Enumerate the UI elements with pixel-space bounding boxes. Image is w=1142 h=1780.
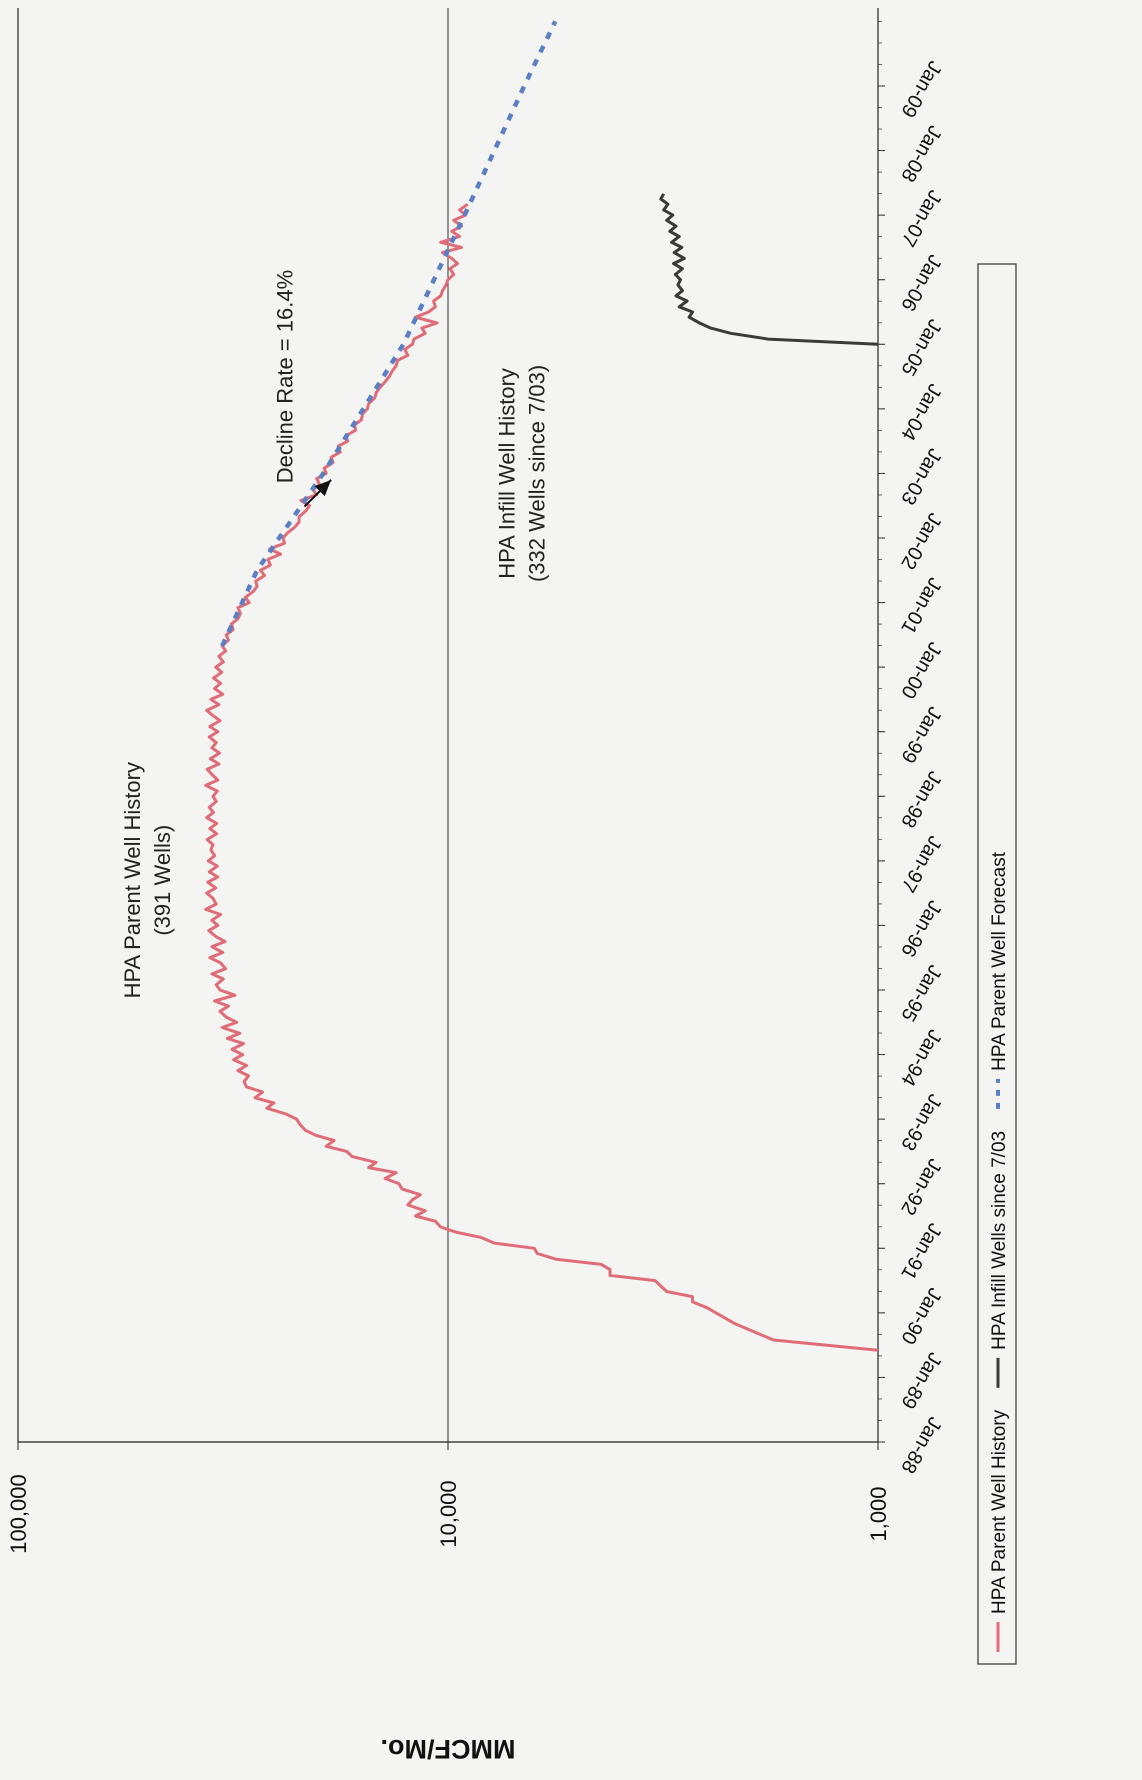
annotation-subtext: (332 Wells since 7/03) xyxy=(525,365,550,582)
legend-label: HPA Infill Wells since 7/03 xyxy=(989,1131,1010,1350)
annotation-text: Decline Rate = 16.4% xyxy=(272,270,297,483)
legend-entries: HPA Parent Well History HPA Infill Wells … xyxy=(989,851,1010,1652)
y-axis-title: MMCF/Mo. xyxy=(381,1734,516,1764)
value-tick-label: 10,000 xyxy=(436,1480,461,1547)
legend-entry-2: HPA Parent Well Forecast xyxy=(989,851,1010,1109)
legend-entry-0: HPA Parent Well History xyxy=(989,1409,1010,1652)
legend-box xyxy=(977,263,1017,1665)
annotation-2: Decline Rate = 16.4% xyxy=(272,270,297,483)
legend: HPA Parent Well History HPA Infill Wells … xyxy=(977,263,1017,1665)
annotation-1: HPA Infill Well History (332 Wells since … xyxy=(495,365,550,582)
legend-label: HPA Parent Well Forecast xyxy=(989,851,1010,1071)
value-tick-label: 100,000 xyxy=(6,1474,31,1554)
value-tick-label: 1,000 xyxy=(866,1486,891,1541)
annotation-subtext: (391 Wells) xyxy=(150,825,175,936)
annotation-0: HPA Parent Well History (391 Wells) xyxy=(120,762,175,998)
series-line-1 xyxy=(659,193,879,346)
legend-label: HPA Parent Well History xyxy=(989,1409,1010,1614)
legend-entry-1: HPA Infill Wells since 7/03 xyxy=(989,1131,1010,1388)
annotation-arrow-head xyxy=(314,479,332,497)
annotation-text: HPA Infill Well History xyxy=(495,368,520,579)
series-line-0 xyxy=(204,202,879,1352)
annotation-text: HPA Parent Well History xyxy=(120,762,145,998)
y-axis-title-group: MMCF/Mo. xyxy=(381,1734,516,1764)
